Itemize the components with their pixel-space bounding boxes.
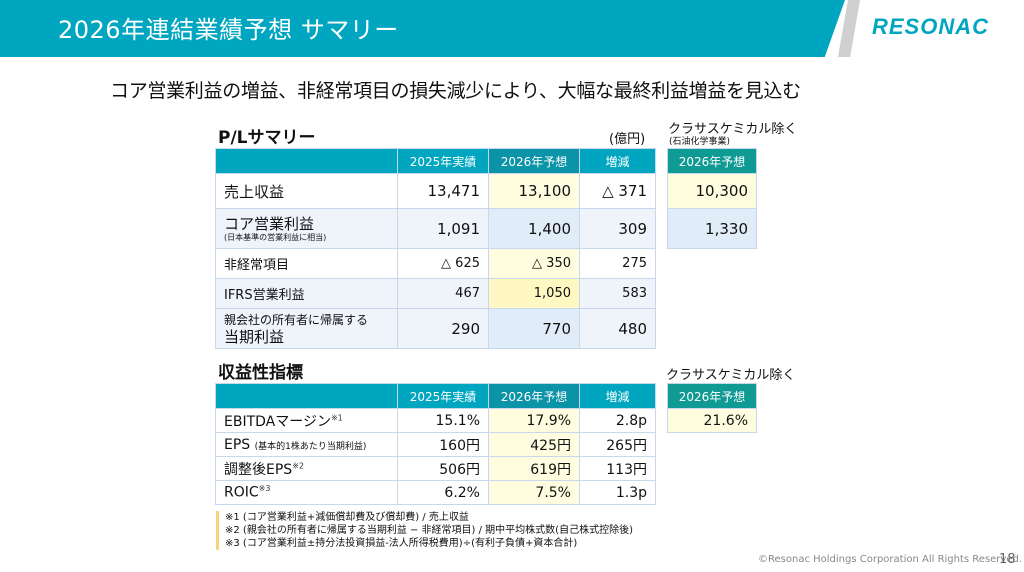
cell-forecast: 13,100 bbox=[488, 173, 580, 209]
cell-forecast: 21.6% bbox=[667, 408, 757, 433]
row-label: EBITDAマージン※1 bbox=[215, 408, 398, 433]
metrics-title: 収益性指標 bbox=[218, 363, 303, 383]
cell-change: 583 bbox=[579, 278, 656, 309]
cell-change: 2.8p bbox=[579, 408, 656, 433]
header-cell: 増減 bbox=[579, 148, 656, 174]
cell-forecast: 770 bbox=[488, 308, 580, 349]
table-row: 21.6% bbox=[667, 408, 757, 433]
cell-actual: 6.2% bbox=[397, 480, 489, 505]
row-label: 売上収益 bbox=[215, 173, 398, 209]
table-row: EPS (基本的1株あたり当期利益) 160円 425円 265円 bbox=[215, 432, 656, 457]
footnote-3: ※3 (コア営業利益±持分法投資損益-法人所得税費用)÷(有利子負債+資本合計) bbox=[225, 538, 578, 549]
table-row: 売上収益 13,471 13,100 △ 371 bbox=[215, 173, 656, 209]
cell-change: 113円 bbox=[579, 456, 656, 481]
cell-actual: △ 625 bbox=[397, 248, 489, 279]
table-row: 1,330 bbox=[667, 208, 757, 249]
pl-summary-title: P/Lサマリー bbox=[218, 128, 316, 148]
cell-actual: 506円 bbox=[397, 456, 489, 481]
footnote-1: ※1 (コア営業利益+減価償却費及び償却費) / 売上収益 bbox=[225, 512, 469, 523]
header-cell: 2026年予想 bbox=[488, 383, 580, 409]
cell-actual: 290 bbox=[397, 308, 489, 349]
metrics-excl-title: クラサスケミカル除く bbox=[666, 368, 796, 383]
table-header-row: 2025年実績 2026年予想 増減 bbox=[215, 383, 656, 409]
cell-forecast: △ 350 bbox=[488, 248, 580, 279]
cell-forecast: 425円 bbox=[488, 432, 580, 457]
cell-forecast: 1,050 bbox=[488, 278, 580, 309]
row-label: 非経常項目 bbox=[215, 248, 398, 279]
table-header-row: 2026年予想 bbox=[667, 148, 757, 174]
header-cell: 2026年予想 bbox=[667, 383, 757, 409]
header-cell bbox=[215, 383, 398, 409]
cell-actual: 15.1% bbox=[397, 408, 489, 433]
row-label: IFRS営業利益 bbox=[215, 278, 398, 309]
row-label-text: EBITDAマージン bbox=[224, 413, 331, 430]
metrics-excl-table: 2026年予想 21.6% bbox=[667, 383, 757, 433]
table-row: ROIC※3 6.2% 7.5% 1.3p bbox=[215, 480, 656, 505]
unit-label: (億円) bbox=[609, 132, 646, 147]
pl-excl-title: クラサスケミカル除く bbox=[668, 122, 798, 137]
cell-forecast: 17.9% bbox=[488, 408, 580, 433]
row-label-sub: (基本的1株あたり当期利益) bbox=[254, 441, 367, 452]
table-row: コア営業利益 (日本基準の営業利益に相当) 1,091 1,400 309 bbox=[215, 208, 656, 249]
cell-change: 275 bbox=[579, 248, 656, 279]
pl-excl-subtitle: (石油化学事業) bbox=[669, 137, 731, 147]
row-label: ROIC※3 bbox=[215, 480, 398, 505]
pl-summary-table: 2025年実績 2026年予想 増減 売上収益 13,471 13,100 △ … bbox=[215, 148, 656, 349]
table-row: 非経常項目 △ 625 △ 350 275 bbox=[215, 248, 656, 279]
cell-forecast: 1,330 bbox=[667, 208, 757, 249]
table-row: 調整後EPS※2 506円 619円 113円 bbox=[215, 456, 656, 481]
row-label-line2: 当期利益 bbox=[224, 327, 285, 346]
page-title: 2026年連結業績予想 サマリー bbox=[58, 16, 399, 44]
row-label: 調整後EPS※2 bbox=[215, 456, 398, 481]
header-cell: 2026年予想 bbox=[667, 148, 757, 174]
footnote-mark: ※3 bbox=[258, 484, 271, 494]
cell-change: 309 bbox=[579, 208, 656, 249]
table-row: 親会社の所有者に帰属する 当期利益 290 770 480 bbox=[215, 308, 656, 349]
cell-forecast: 1,400 bbox=[488, 208, 580, 249]
cell-change: △ 371 bbox=[579, 173, 656, 209]
pl-excl-table: 2026年予想 10,300 1,330 bbox=[667, 148, 757, 249]
footnote-mark: ※1 bbox=[330, 412, 343, 422]
cell-actual: 1,091 bbox=[397, 208, 489, 249]
table-row: EBITDAマージン※1 15.1% 17.9% 2.8p bbox=[215, 408, 656, 433]
header-cell: 増減 bbox=[579, 383, 656, 409]
row-label-text: EPS bbox=[224, 436, 255, 453]
cell-actual: 13,471 bbox=[397, 173, 489, 209]
metrics-table: 2025年実績 2026年予想 増減 EBITDAマージン※1 15.1% 17… bbox=[215, 383, 656, 505]
copyright: ©Resonac Holdings Corporation All Rights… bbox=[758, 554, 1023, 565]
header-band bbox=[0, 0, 845, 57]
table-header-row: 2025年実績 2026年予想 増減 bbox=[215, 148, 656, 174]
cell-change: 265円 bbox=[579, 432, 656, 457]
cell-forecast: 619円 bbox=[488, 456, 580, 481]
footnotes: ※1 (コア営業利益+減価償却費及び償却費) / 売上収益 ※2 (親会社の所有… bbox=[216, 511, 633, 550]
header-cell: 2025年実績 bbox=[397, 148, 489, 174]
row-label: コア営業利益 (日本基準の営業利益に相当) bbox=[215, 208, 398, 249]
resonac-logo: RESONAC bbox=[872, 14, 990, 39]
page-number: 18 bbox=[999, 552, 1016, 567]
header-cell bbox=[215, 148, 398, 174]
row-label: 親会社の所有者に帰属する 当期利益 bbox=[215, 308, 398, 349]
cell-change: 1.3p bbox=[579, 480, 656, 505]
footnote-2: ※2 (親会社の所有者に帰属する当期利益 − 非経常項目) / 期中平均株式数(… bbox=[225, 525, 633, 536]
row-label-text: ROIC bbox=[224, 484, 259, 501]
header-cell: 2025年実績 bbox=[397, 383, 489, 409]
row-label-text: 調整後EPS bbox=[224, 461, 293, 478]
table-row: 10,300 bbox=[667, 173, 757, 209]
headline: コア営業利益の増益、非経常項目の損失減少により、大幅な最終利益増益を見込む bbox=[110, 80, 801, 102]
cell-actual: 467 bbox=[397, 278, 489, 309]
row-label-main: コア営業利益 bbox=[224, 214, 315, 233]
row-label-line1: 親会社の所有者に帰属する bbox=[224, 312, 369, 327]
table-header-row: 2026年予想 bbox=[667, 383, 757, 409]
cell-forecast: 7.5% bbox=[488, 480, 580, 505]
footnote-mark: ※2 bbox=[292, 460, 304, 470]
row-label: EPS (基本的1株あたり当期利益) bbox=[215, 432, 398, 457]
table-row: IFRS営業利益 467 1,050 583 bbox=[215, 278, 656, 309]
cell-actual: 160円 bbox=[397, 432, 489, 457]
cell-change: 480 bbox=[579, 308, 656, 349]
header-cell: 2026年予想 bbox=[488, 148, 580, 174]
row-label-sub: (日本基準の営業利益に相当) bbox=[224, 232, 327, 242]
cell-forecast: 10,300 bbox=[667, 173, 757, 209]
